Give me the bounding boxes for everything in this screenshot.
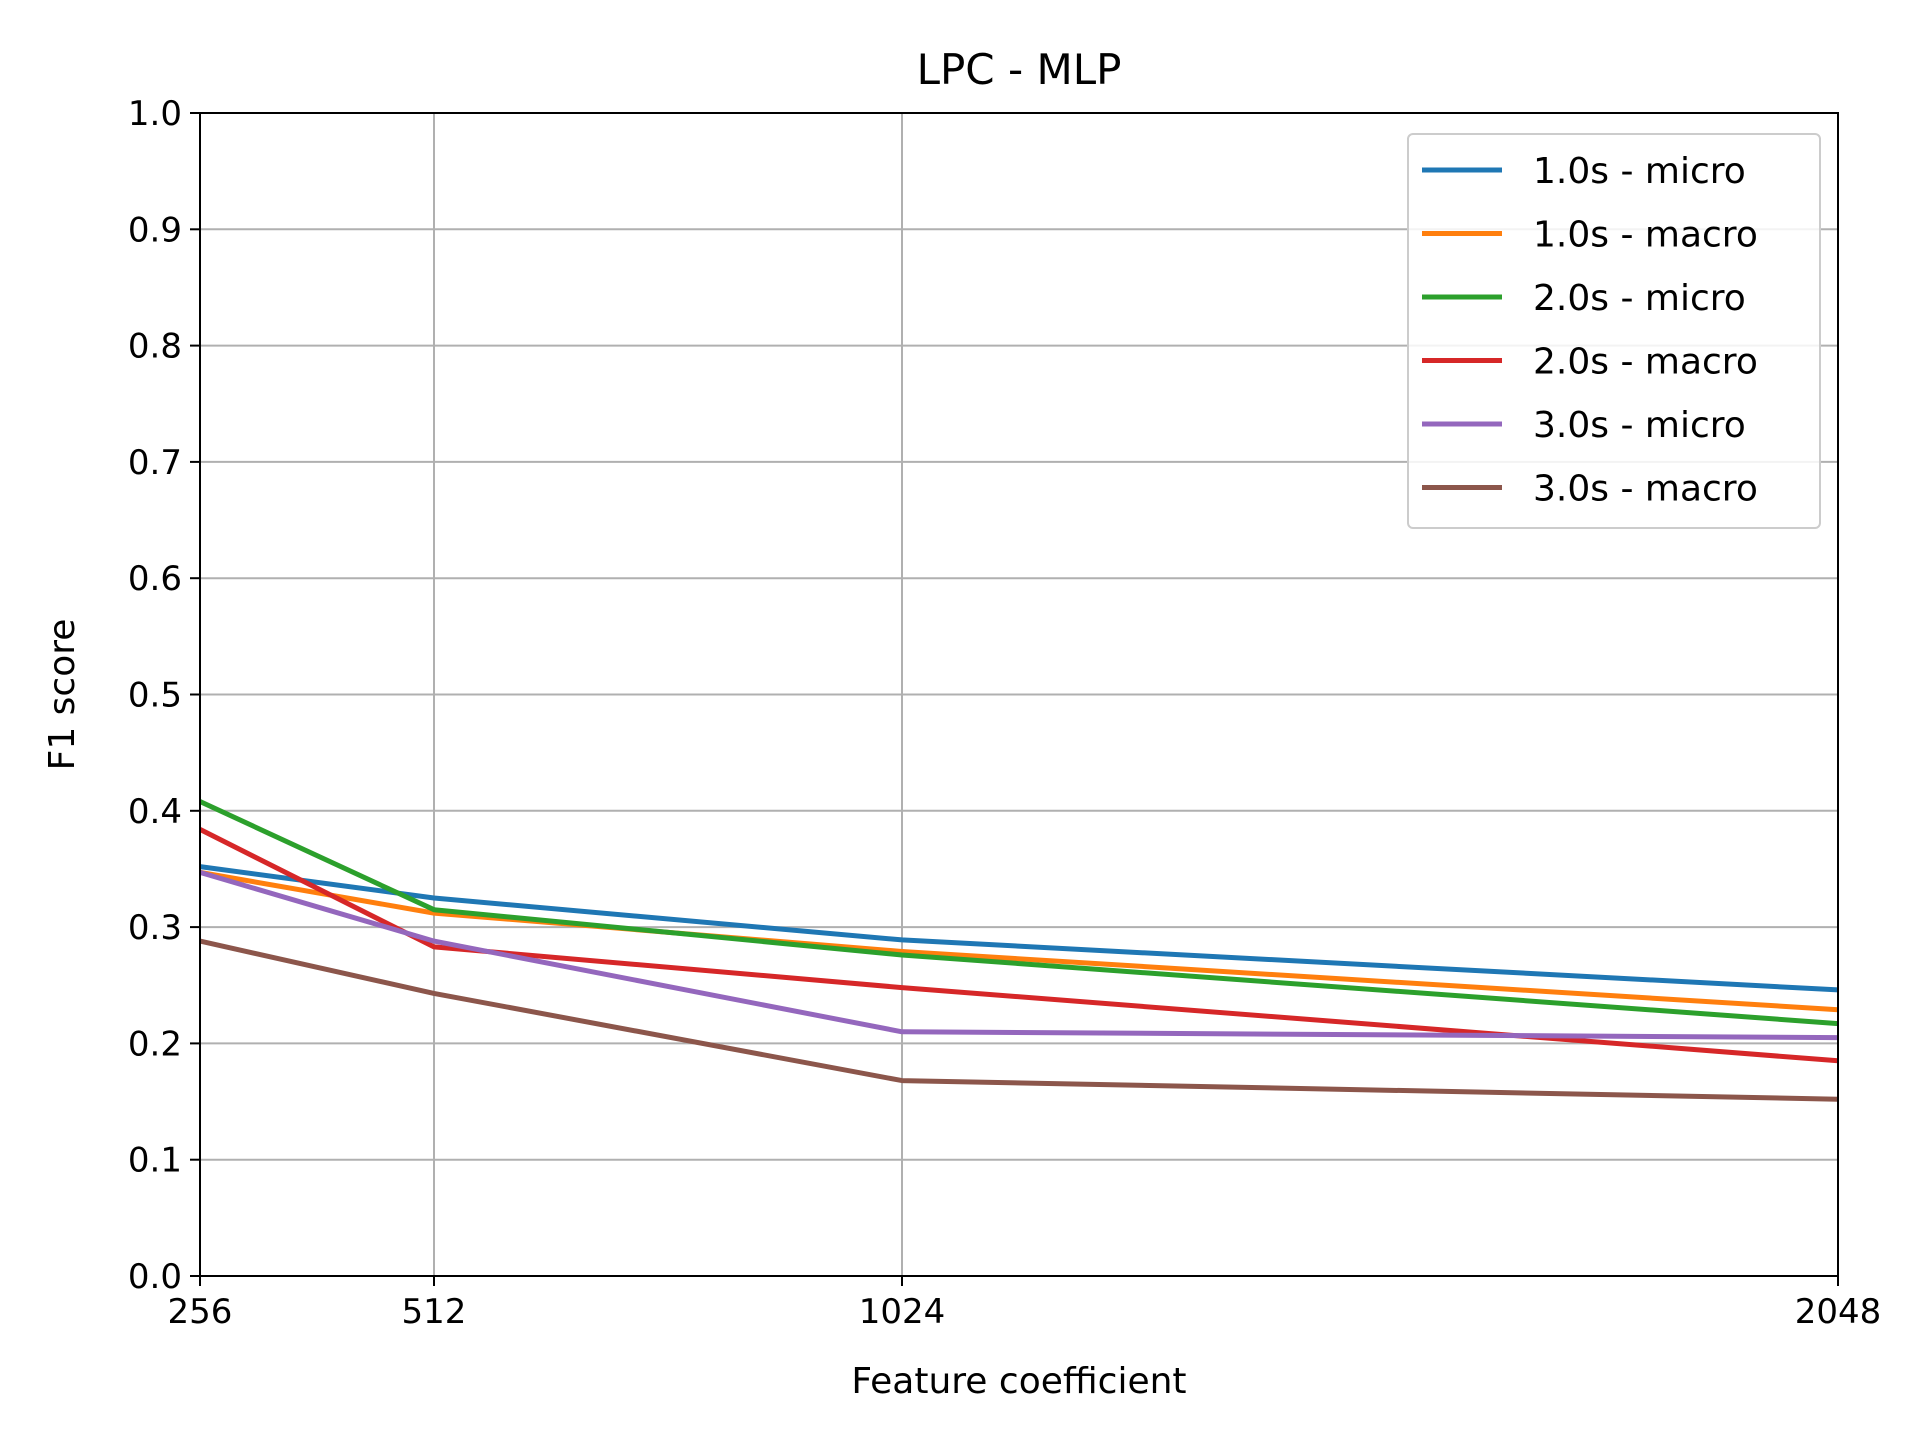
x-tick-label: 256 [168,1292,233,1332]
y-tick-label: 0.2 [128,1024,182,1064]
y-tick-label: 0.7 [128,443,182,483]
y-tick-label: 0.4 [128,792,182,832]
legend-box [1407,133,1821,529]
y-tick-label: 0.6 [128,559,182,599]
series-lines [198,799,1839,1102]
y-tick-label: 0.8 [128,327,182,367]
series-line [198,827,1839,1064]
x-tick-label: 1024 [859,1292,946,1332]
y-tick-label: 0.1 [128,1141,182,1181]
legend-label: 3.0s - macro [1533,469,1758,510]
y-tick-label: 1.0 [128,94,182,134]
legend-label: 1.0s - macro [1533,215,1758,256]
y-axis-label: F1 score [42,619,83,771]
legend-label: 1.0s - micro [1533,151,1746,192]
series-line [199,938,1839,1102]
x-axis-label: Feature coefficient [851,1361,1186,1402]
legend: 1.0s - micro 1.0s - macro 2.0s - micro 2.0s… [1407,133,1821,529]
legend-label: 2.0s - macro [1533,342,1758,383]
series-line [199,870,1839,1041]
y-tick-label: 0.0 [128,1257,182,1297]
x-tick-label: 512 [402,1292,467,1332]
legend-label: 3.0s - micro [1533,405,1746,446]
series-line [199,864,1839,993]
x-tick-label: 2048 [1795,1292,1882,1332]
y-tick-label: 0.3 [128,908,182,948]
chart-title: LPC - MLP [917,45,1122,94]
series-line [198,799,1839,1027]
y-tick-label: 0.9 [128,210,182,250]
axis-ticks: 256 512 1024 2048 0.0 0.1 0.2 0.3 0.4 0.5 0.6 0.7 0.… [128,94,1881,1332]
y-tick-label: 0.5 [128,676,182,716]
legend-label: 2.0s - micro [1533,278,1746,319]
